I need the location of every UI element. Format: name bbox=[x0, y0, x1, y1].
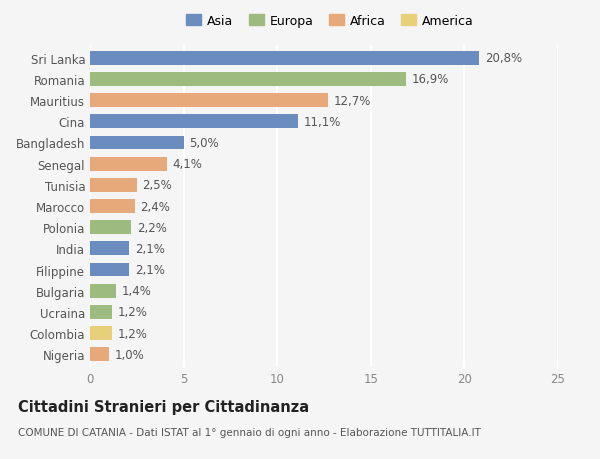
Text: 4,1%: 4,1% bbox=[172, 158, 202, 171]
Text: 2,4%: 2,4% bbox=[140, 200, 170, 213]
Bar bbox=[90, 326, 112, 340]
Bar bbox=[90, 52, 479, 66]
Text: 2,1%: 2,1% bbox=[135, 242, 165, 255]
Bar bbox=[90, 284, 116, 298]
Text: 2,2%: 2,2% bbox=[137, 221, 167, 234]
Bar bbox=[90, 347, 109, 361]
Text: 5,0%: 5,0% bbox=[189, 137, 219, 150]
Bar bbox=[90, 305, 112, 319]
Bar bbox=[90, 73, 406, 87]
Bar bbox=[90, 179, 137, 192]
Text: 20,8%: 20,8% bbox=[485, 52, 522, 65]
Text: 1,4%: 1,4% bbox=[122, 285, 152, 297]
Bar bbox=[90, 242, 130, 256]
Legend: Asia, Europa, Africa, America: Asia, Europa, Africa, America bbox=[182, 11, 478, 31]
Text: 1,2%: 1,2% bbox=[118, 306, 148, 319]
Text: 2,5%: 2,5% bbox=[142, 179, 172, 192]
Text: Cittadini Stranieri per Cittadinanza: Cittadini Stranieri per Cittadinanza bbox=[18, 399, 309, 414]
Bar bbox=[90, 221, 131, 235]
Text: 1,2%: 1,2% bbox=[118, 327, 148, 340]
Text: 12,7%: 12,7% bbox=[334, 95, 371, 107]
Text: 2,1%: 2,1% bbox=[135, 263, 165, 276]
Bar bbox=[90, 115, 298, 129]
Text: 16,9%: 16,9% bbox=[412, 73, 449, 86]
Bar bbox=[90, 157, 167, 171]
Text: 1,0%: 1,0% bbox=[115, 348, 144, 361]
Bar bbox=[90, 136, 184, 150]
Text: COMUNE DI CATANIA - Dati ISTAT al 1° gennaio di ogni anno - Elaborazione TUTTITA: COMUNE DI CATANIA - Dati ISTAT al 1° gen… bbox=[18, 427, 481, 437]
Bar bbox=[90, 263, 130, 277]
Bar bbox=[90, 94, 328, 108]
Text: 11,1%: 11,1% bbox=[304, 116, 341, 129]
Bar bbox=[90, 200, 135, 213]
